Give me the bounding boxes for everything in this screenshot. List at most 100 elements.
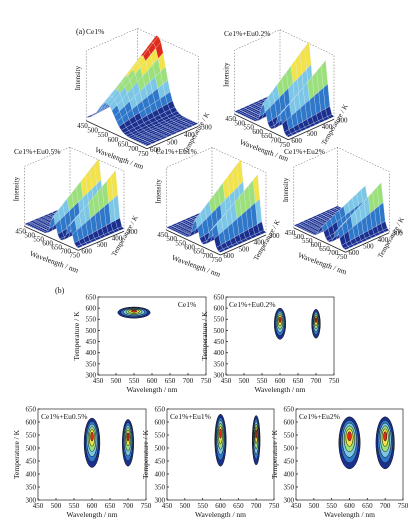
y-tick-label: 350 xyxy=(26,483,37,491)
temperature-axis-line xyxy=(78,230,125,251)
y-tick-label: 400 xyxy=(155,470,166,478)
temperature-tick-label: 300 xyxy=(269,232,280,240)
x-tick-label: 700 xyxy=(251,502,262,510)
y-tick-label: 600 xyxy=(155,418,166,426)
surface-panels-group: 450500550600650700750300400500600Wavelen… xyxy=(12,27,406,279)
sample-label: Ce1% xyxy=(86,27,104,36)
contour-level-6 xyxy=(314,317,318,323)
y-tick-label: 350 xyxy=(155,483,166,491)
x-tick-label: 550 xyxy=(129,377,140,385)
x-tick-label: 700 xyxy=(311,377,322,385)
temperature-tick-label: 400 xyxy=(254,239,265,247)
x-tick-label: 650 xyxy=(165,377,176,385)
wavelength-axis-line xyxy=(24,226,79,251)
wavelength-tick-label: 650 xyxy=(261,132,272,140)
contour-panel-4: 450 500 550 600 650 700 7503003504004505005506… xyxy=(141,405,280,519)
y-tick-label: 500 xyxy=(86,327,97,335)
surface-facet xyxy=(218,248,226,253)
x-axis-title: Wavelength / nm xyxy=(195,510,246,519)
temperature-tick-label: 300 xyxy=(337,116,348,124)
wavelength-tick-label: 550 xyxy=(243,124,254,132)
y-tick-label: 500 xyxy=(26,444,37,452)
x-tick-label: 550 xyxy=(197,502,208,510)
y-tick-label: 350 xyxy=(86,360,97,368)
wavelength-tick-label: 700 xyxy=(328,249,339,257)
x-tick-label: 750 xyxy=(398,502,409,510)
x-tick-label: 650 xyxy=(293,377,304,385)
y-tick-label: 550 xyxy=(214,316,225,324)
wavelength-tick-label: 650 xyxy=(319,245,330,253)
wavelength-tick-label: 750 xyxy=(279,141,290,149)
wavelength-tick-label: 500 xyxy=(293,233,304,241)
temperature-tick-label: 400 xyxy=(378,236,389,244)
surface-panel-4: 450500550600650700750300400500600Wavelen… xyxy=(154,147,281,279)
contour-level-6 xyxy=(219,428,222,439)
y-tick-label: 550 xyxy=(155,431,166,439)
x-axis-title: Wavelength / nm xyxy=(324,510,375,519)
y-tick-label: 550 xyxy=(26,431,37,439)
contour-fill-group xyxy=(214,413,261,467)
x-tick-label: 550 xyxy=(257,377,268,385)
temperature-tick-label: 500 xyxy=(307,130,318,138)
x-tick-label: 600 xyxy=(87,502,98,510)
sample-label: Ce1%+Eu2% xyxy=(299,412,340,421)
wavelength-tick-label: 450 xyxy=(225,115,236,123)
x-tick-label: 500 xyxy=(51,502,62,510)
x-tick-label: 600 xyxy=(147,377,158,385)
contour-level-6 xyxy=(383,431,388,442)
temperature-axis-line xyxy=(288,118,335,141)
intensity-axis-title: Intensity xyxy=(12,176,20,201)
x-tick-label: 750 xyxy=(201,377,212,385)
y-tick-label: 450 xyxy=(86,338,97,346)
y-tick-label: 600 xyxy=(284,418,295,426)
contour-panel-2: 450 500 550 600 650 700 7503003504004505005506… xyxy=(200,293,340,394)
x-tick-label: 500 xyxy=(239,377,250,385)
sample-label: Ce1%+Eu0.2% xyxy=(229,300,276,309)
contour-fill-group xyxy=(273,307,321,340)
wavelength-tick-label: 550 xyxy=(97,131,108,139)
wavelength-tick-label: 500 xyxy=(87,126,98,134)
y-tick-label: 300 xyxy=(284,496,295,504)
panel-b-label: (b) xyxy=(55,286,65,295)
x-axis-title: Wavelength / nm xyxy=(126,385,177,394)
wavelength-tick-label: 700 xyxy=(270,136,281,144)
y-tick-label: 450 xyxy=(214,338,225,346)
sample-label: Ce1%+Eu0.5% xyxy=(14,147,61,156)
x-tick-label: 450 xyxy=(291,502,302,510)
back-wall-frame xyxy=(234,29,335,120)
surface-facet xyxy=(286,133,294,138)
x-tick-label: 450 xyxy=(162,502,173,510)
surface-panel-3: 450500550600650700750300400500600Wavelen… xyxy=(12,146,140,275)
contour-fill-group xyxy=(117,306,151,319)
wavelength-tick-label: 700 xyxy=(202,252,213,260)
x-tick-label: 750 xyxy=(141,502,152,510)
y-tick-label: 300 xyxy=(26,496,37,504)
x-tick-label: 550 xyxy=(69,502,80,510)
sample-label: Ce1%+Eu1% xyxy=(170,412,211,421)
x-tick-label: 500 xyxy=(180,502,191,510)
wavelength-tick-label: 550 xyxy=(302,237,313,245)
wavelength-tick-label: 700 xyxy=(60,247,71,255)
y-tick-label: 400 xyxy=(26,470,37,478)
y-axis-title: Temperature / K xyxy=(200,311,209,361)
sample-label: Ce1%+Eu0.5% xyxy=(41,412,88,421)
wavelength-tick-label: 450 xyxy=(15,227,26,235)
x-tick-label: 450 xyxy=(221,377,232,385)
temperature-tick-label: 600 xyxy=(349,249,360,257)
contour-level-6 xyxy=(90,431,94,442)
wavelength-axis-line xyxy=(86,120,148,150)
wavelength-tick-label: 750 xyxy=(69,251,80,259)
wavelength-tick-label: 450 xyxy=(157,231,168,239)
y-tick-label: 650 xyxy=(86,293,97,301)
temperature-tick-label: 600 xyxy=(150,146,161,154)
wavelength-tick-label: 650 xyxy=(118,140,129,148)
contour-level-6 xyxy=(347,431,352,442)
temperature-tick-label: 600 xyxy=(81,247,92,255)
plot-frame xyxy=(97,296,207,376)
temperature-axis-line xyxy=(220,234,267,256)
y-tick-label: 500 xyxy=(155,444,166,452)
y-tick-label: 400 xyxy=(214,349,225,357)
intensity-axis-title: Intensity xyxy=(282,177,290,202)
panel-a-label: (a) xyxy=(76,27,85,36)
